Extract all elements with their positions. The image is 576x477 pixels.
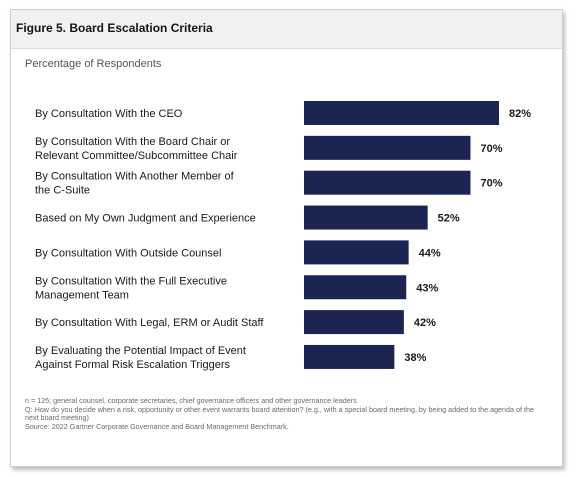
- bar-value-label-5: 43%: [416, 282, 438, 294]
- bar-5: [304, 275, 407, 300]
- category-label-3-line-0: Based on My Own Judgment and Experience: [35, 213, 256, 225]
- category-label-5-line-1: Management Team: [35, 289, 129, 301]
- bar-value-label-4: 44%: [419, 247, 441, 259]
- bar-value-label-7: 38%: [404, 352, 426, 364]
- bar-value-label-6: 42%: [414, 317, 436, 329]
- note-source: Source: 2022 Gartner Corporate Governanc…: [25, 421, 289, 431]
- bar-0: [304, 101, 499, 125]
- note-question: Q: How do you decide when a risk, opport…: [25, 404, 535, 423]
- category-label-1-line-0: By Consultation With the Board Chair or: [35, 136, 230, 148]
- bar-4: [304, 240, 409, 265]
- bar-6: [304, 310, 404, 335]
- figure-title: Figure 5. Board Escalation Criteria: [16, 21, 213, 35]
- bar-1: [304, 135, 471, 160]
- category-label-0-line-0: By Consultation With the CEO: [35, 108, 183, 120]
- chart-subtitle: Percentage of Respondents: [25, 58, 162, 70]
- bar-value-label-3: 52%: [438, 213, 460, 225]
- category-label-7-line-1: Against Formal Risk Escalation Triggers: [35, 359, 231, 371]
- category-label-4-line-0: By Consultation With Outside Counsel: [35, 247, 221, 259]
- figure-notes: n = 125; general counsel, corporate secr…: [25, 396, 545, 431]
- bar-value-label-1: 70%: [480, 143, 502, 155]
- figure-header: Figure 5. Board Escalation Criteria: [11, 10, 562, 49]
- category-label-1-line-1: Relevant Committee/Subcommittee Chair: [35, 150, 238, 162]
- category-label-6-line-0: By Consultation With Legal, ERM or Audit…: [35, 317, 264, 329]
- figure-frame: Figure 5. Board Escalation Criteria: [10, 9, 563, 467]
- bar-value-label-0: 82%: [509, 108, 531, 120]
- category-label-5-line-0: By Consultation With the Full Executive: [35, 275, 227, 287]
- category-label-7-line-0: By Evaluating the Potential Impact of Ev…: [35, 345, 246, 357]
- bar-3: [304, 205, 428, 230]
- category-label-2-line-0: By Consultation With Another Member of: [35, 171, 235, 183]
- bar-7: [304, 344, 395, 369]
- note-sample: n = 125; general counsel, corporate secr…: [25, 396, 357, 405]
- bar-value-label-2: 70%: [480, 178, 502, 190]
- bar-2: [304, 170, 471, 195]
- category-label-2-line-1: the C-Suite: [35, 185, 90, 197]
